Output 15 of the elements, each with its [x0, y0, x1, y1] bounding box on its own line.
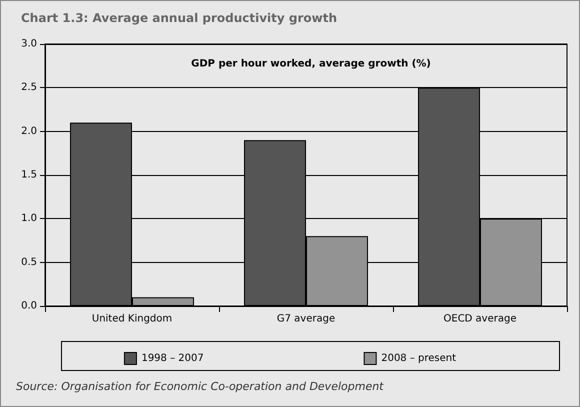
- legend-label: 2008 – present: [381, 353, 456, 364]
- y-tick-label: 2.5: [21, 82, 37, 94]
- chart-title: Chart 1.3: Average annual productivity growth: [21, 11, 338, 25]
- x-tick-label: OECD average: [444, 314, 516, 324]
- y-tick-label: 3.0: [21, 38, 37, 50]
- y-tick-label: 1.5: [21, 170, 37, 180]
- y-tick-label: 2.0: [21, 126, 37, 137]
- legend-label: 1998 – 2007: [141, 353, 204, 364]
- x-tick-label: G7 average: [276, 314, 336, 324]
- x-tick-label: United Kingdom: [92, 314, 172, 324]
- source-note: Source: Organisation for Economic Co-operation and Development: [16, 380, 384, 393]
- text: GDP per hour worked, average growth (%): [191, 58, 431, 70]
- y-tick-label: 0.0: [21, 300, 37, 312]
- y-tick-label: 1.0: [21, 213, 37, 224]
- y-tick-label: 0.5: [21, 256, 37, 268]
